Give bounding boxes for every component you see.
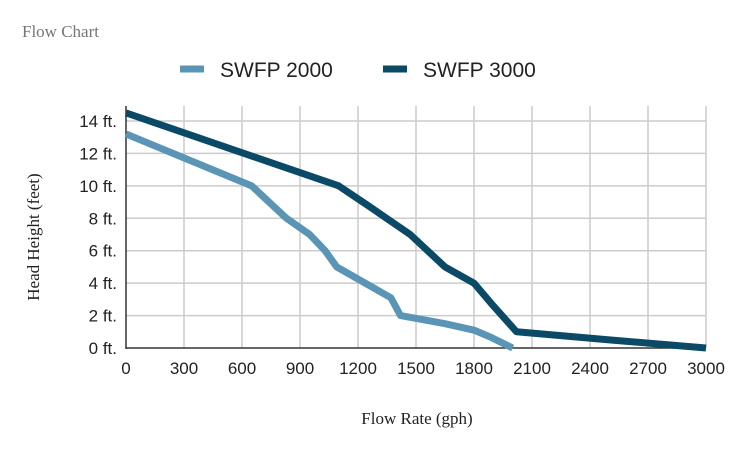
series-line-0	[124, 130, 515, 352]
y-tick-label: 12 ft.	[79, 144, 117, 163]
x-tick-label: 600	[228, 359, 256, 378]
x-tick-label: 2700	[629, 359, 667, 378]
x-tick-label: 2100	[513, 359, 551, 378]
x-tick-label: 3000	[687, 359, 725, 378]
x-tick-label: 900	[286, 359, 314, 378]
series-line-1	[124, 109, 707, 352]
y-tick-label: 14 ft.	[79, 112, 117, 131]
y-tick-label: 8 ft.	[89, 209, 117, 228]
y-tick-label: 10 ft.	[79, 177, 117, 196]
y-tick-label: 2 ft.	[89, 307, 117, 326]
y-tick-label: 6 ft.	[89, 242, 117, 261]
legend-label: SWFP 3000	[423, 59, 536, 82]
chart-title: Flow Chart	[22, 22, 99, 41]
x-tick-label: 0	[121, 359, 130, 378]
x-tick-label: 1200	[339, 359, 377, 378]
x-tick-label: 2400	[571, 359, 609, 378]
y-tick-label: 4 ft.	[89, 274, 117, 293]
x-axis-label: Flow Rate (gph)	[361, 409, 472, 428]
x-tick-label: 300	[170, 359, 198, 378]
x-tick-label: 1800	[455, 359, 493, 378]
y-tick-label: 0 ft.	[89, 339, 117, 358]
legend-label: SWFP 2000	[220, 59, 333, 82]
x-tick-label: 1500	[397, 359, 435, 378]
y-axis-label: Head Height (feet)	[24, 173, 43, 300]
